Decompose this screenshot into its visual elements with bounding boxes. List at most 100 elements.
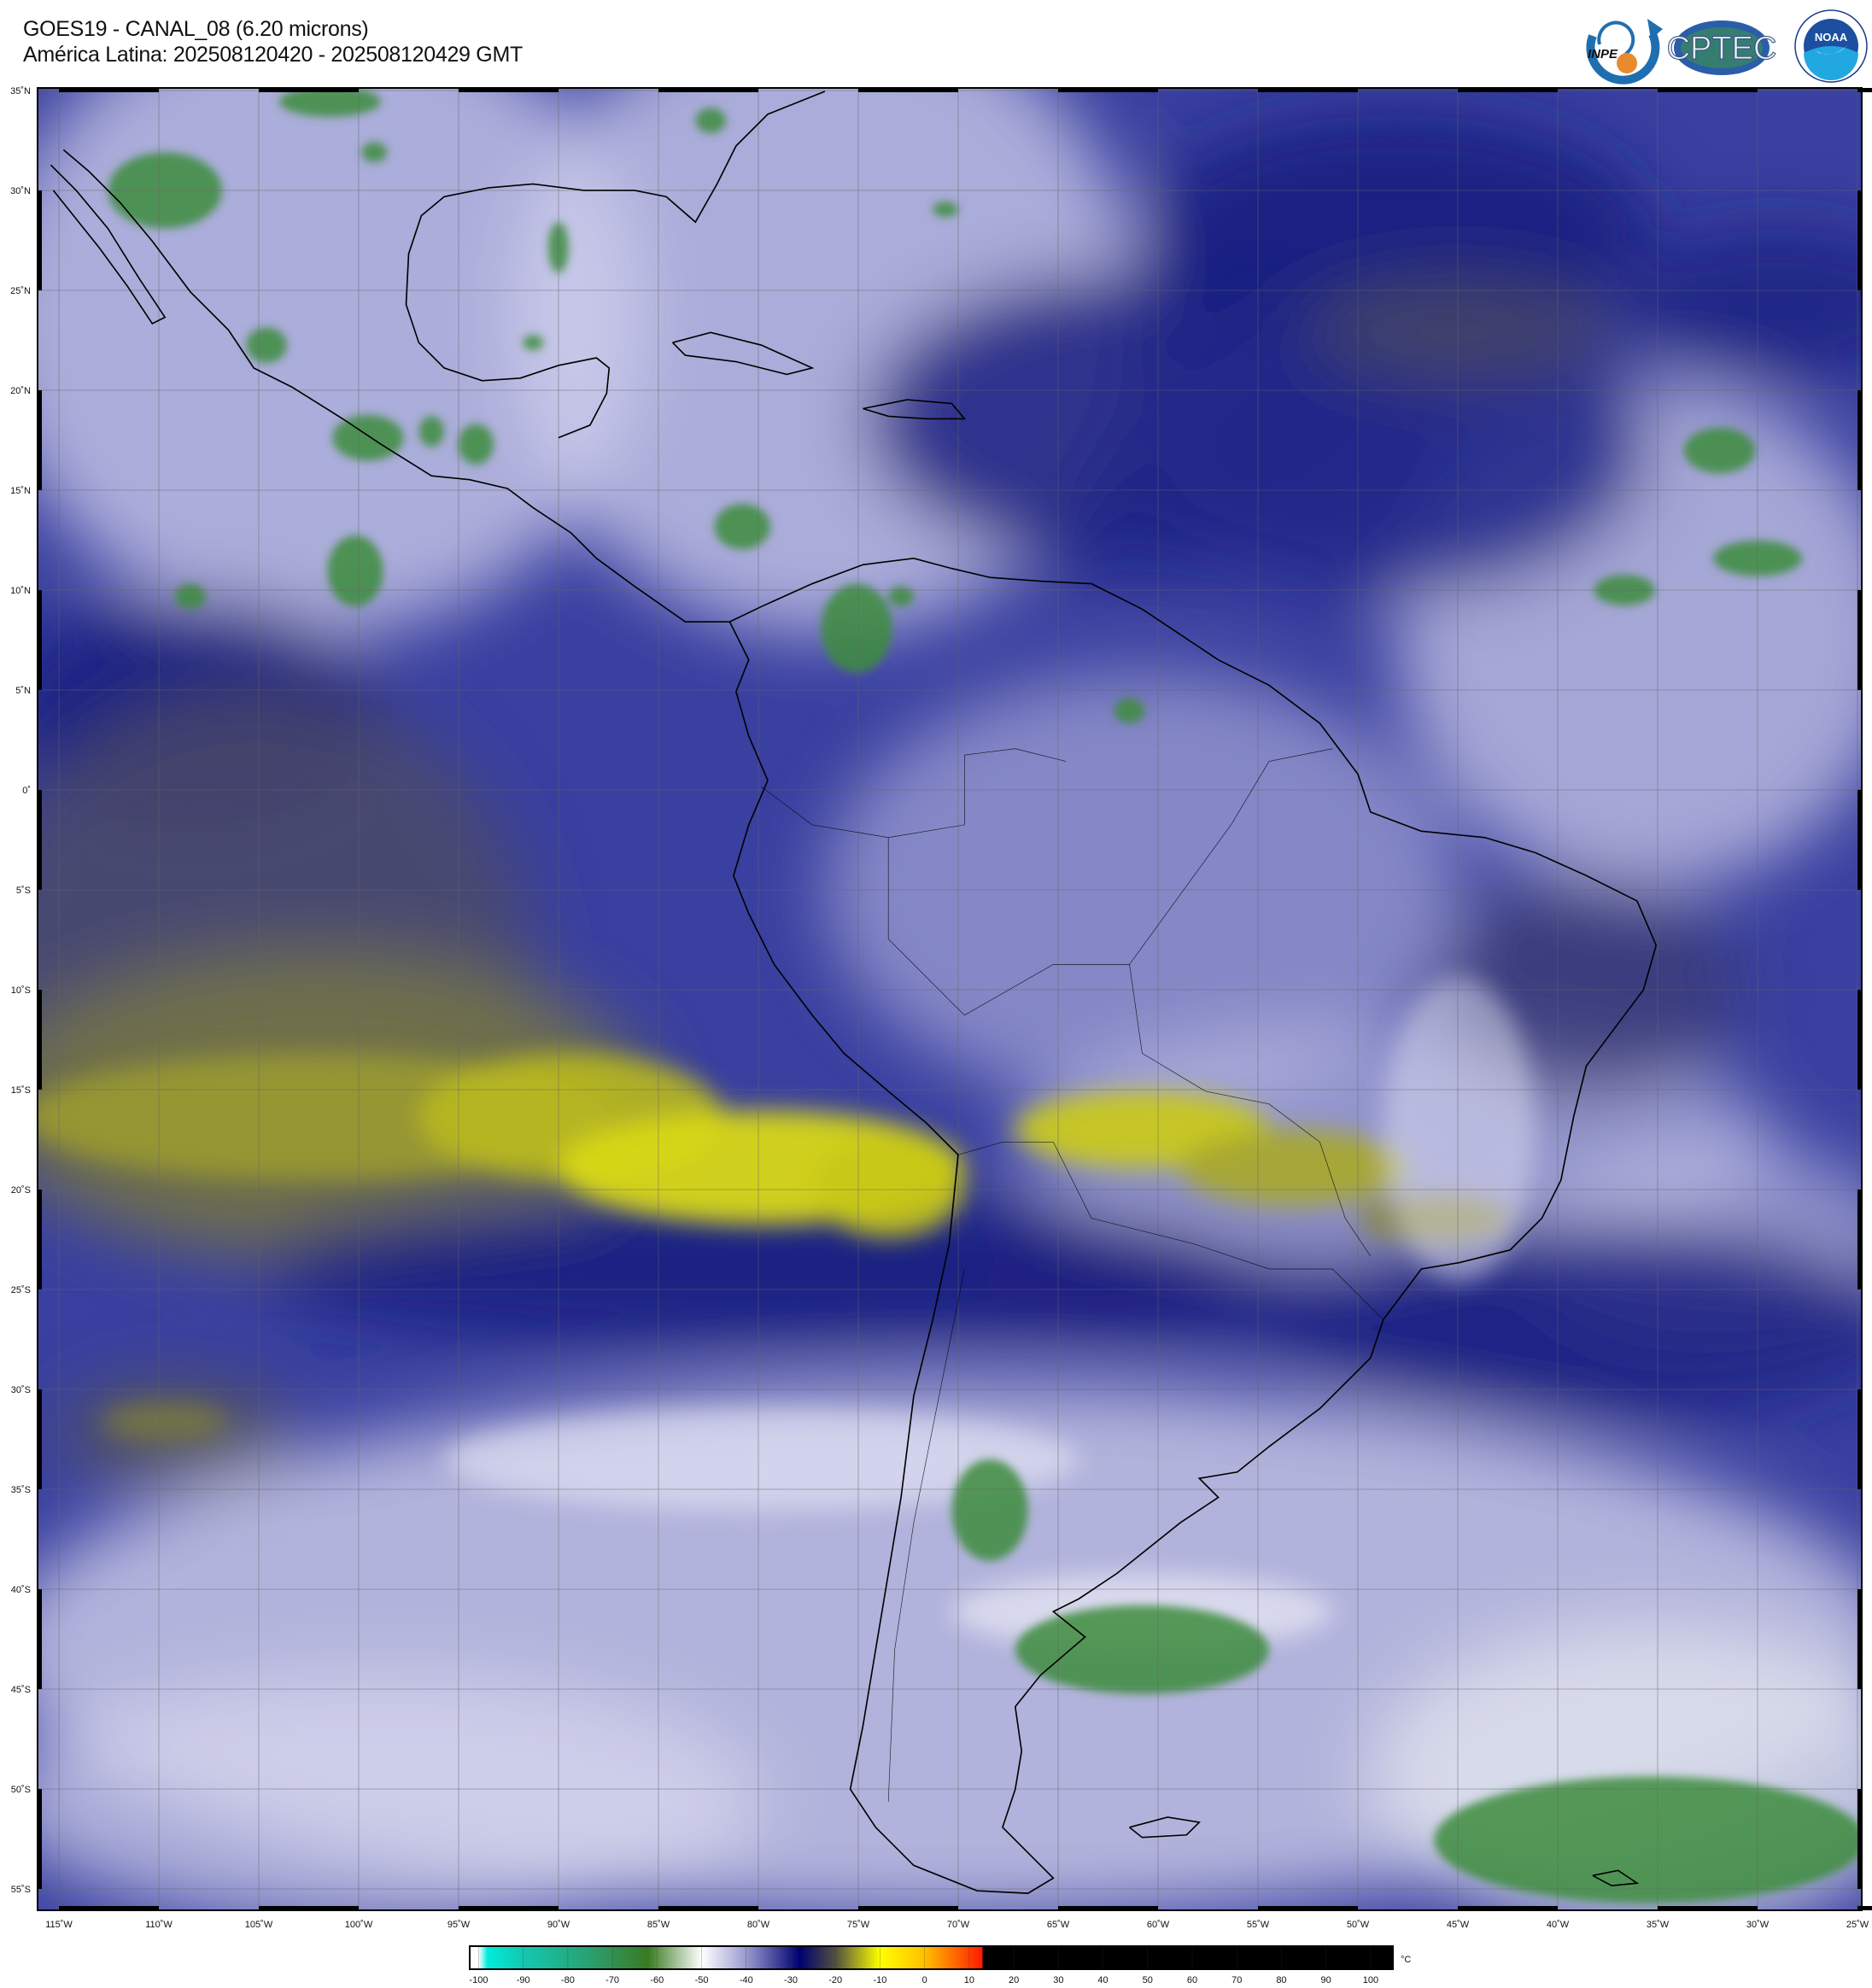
cold-cloud-top bbox=[458, 424, 494, 465]
colorbar-tick-label: 70 bbox=[1231, 1975, 1242, 1985]
cloud-region bbox=[824, 672, 1460, 1104]
latitude-label: 15˚S bbox=[11, 1085, 31, 1096]
dry-air-region bbox=[812, 1135, 965, 1237]
colorbar-tick-label: 90 bbox=[1321, 1975, 1331, 1985]
country-borders bbox=[761, 748, 1384, 1803]
noaa-logo: NOAA bbox=[1794, 9, 1868, 83]
inpe-swoosh-icon bbox=[1586, 32, 1660, 85]
cold-cloud-top bbox=[951, 1459, 1028, 1561]
cloud-region bbox=[951, 1243, 1333, 1346]
colorbar-tick-label: 100 bbox=[1363, 1975, 1378, 1985]
latitude-label: 35˚S bbox=[11, 1485, 31, 1495]
colorbar-tick-label: -40 bbox=[740, 1975, 753, 1985]
map-frame bbox=[37, 87, 1872, 1911]
cold-cloud-top bbox=[361, 142, 388, 163]
longitude-label: 50˚W bbox=[1347, 1920, 1370, 1930]
dry-air-region bbox=[1179, 1129, 1409, 1206]
cptec-logo: CPTEC bbox=[1666, 20, 1777, 75]
cptec-logo-text: CPTEC bbox=[1667, 31, 1777, 67]
cold-cloud-top bbox=[888, 586, 914, 607]
latitude-label: 10˚N bbox=[10, 586, 31, 596]
colorbar-tick-label: 40 bbox=[1097, 1975, 1108, 1985]
cold-cloud-top bbox=[1683, 427, 1756, 474]
cold-cloud-top bbox=[523, 335, 544, 351]
dry-air-region bbox=[101, 1402, 229, 1441]
colorbar-unit: °C bbox=[1401, 1955, 1411, 1965]
longitude-label: 80˚W bbox=[747, 1920, 770, 1930]
longitude-label: 35˚W bbox=[1647, 1920, 1670, 1930]
longitude-label: 30˚W bbox=[1746, 1920, 1770, 1930]
longitude-label: 110˚W bbox=[145, 1920, 173, 1930]
cold-cloud-top bbox=[695, 108, 726, 134]
longitude-label: 45˚W bbox=[1447, 1920, 1470, 1930]
longitude-label: 115˚W bbox=[45, 1920, 73, 1930]
cold-cloud-top bbox=[933, 202, 958, 218]
cold-cloud-top bbox=[418, 416, 445, 447]
longitude-label: 70˚W bbox=[947, 1920, 970, 1930]
longitude-label: 25˚W bbox=[1846, 1920, 1869, 1930]
cold-cloud-top bbox=[175, 583, 206, 610]
latitude-label: 15˚N bbox=[10, 486, 31, 496]
latitude-label: 25˚S bbox=[11, 1285, 31, 1295]
map-subtitle: América Latina: 202508120420 - 202508120… bbox=[23, 43, 523, 67]
latitude-label: 20˚N bbox=[10, 386, 31, 396]
latitude-label: 0˚ bbox=[22, 786, 31, 796]
colorbar-tick-label: 50 bbox=[1143, 1975, 1153, 1985]
colorbar-tick-label: 30 bbox=[1053, 1975, 1063, 1985]
colorbar-tick-label: 60 bbox=[1187, 1975, 1197, 1985]
colorbar-bar bbox=[469, 1945, 1394, 1970]
latitude-label: 30˚S bbox=[11, 1385, 31, 1395]
cold-cloud-top bbox=[246, 327, 287, 363]
cloud-region bbox=[1624, 228, 1862, 381]
cold-cloud-top bbox=[278, 88, 381, 117]
cloud-region bbox=[1269, 1218, 1862, 1422]
colorbar-tick-label: -80 bbox=[561, 1975, 575, 1985]
longitude-label: 60˚W bbox=[1147, 1920, 1170, 1930]
colorbar-tick-label: -20 bbox=[828, 1975, 842, 1985]
latitude-label: 5˚S bbox=[16, 886, 31, 896]
water-vapor-image bbox=[38, 88, 1862, 1910]
longitude-label: 65˚W bbox=[1047, 1920, 1070, 1930]
longitude-label: 40˚W bbox=[1547, 1920, 1570, 1930]
latitude-label: 35˚N bbox=[10, 86, 31, 96]
latitude-labels: 35˚N 30˚N 25˚N 20˚N 15˚N 10˚N 5˚N 0˚ 5˚S 10˚S 15˚S… bbox=[10, 86, 31, 1895]
colorbar: -100 -90 -80 -70 -60 -50 -40 -30 -20 -10 0 10 20 30 40… bbox=[469, 1945, 1411, 1985]
cold-cloud-top bbox=[332, 414, 404, 461]
colorbar-tick-label: -10 bbox=[873, 1975, 886, 1985]
latitude-label: 50˚S bbox=[11, 1785, 31, 1795]
coastlines bbox=[50, 91, 1658, 1894]
cold-cloud-top bbox=[714, 503, 771, 550]
latitude-label: 45˚S bbox=[11, 1685, 31, 1695]
longitude-label: 75˚W bbox=[847, 1920, 870, 1930]
longitude-label: 105˚W bbox=[245, 1920, 273, 1930]
colorbar-tick-label: 0 bbox=[922, 1975, 927, 1985]
lat-lon-grid bbox=[38, 88, 1862, 1910]
cloud-region bbox=[38, 1675, 762, 1910]
longitude-label: 90˚W bbox=[547, 1920, 570, 1930]
longitude-label: 85˚W bbox=[647, 1920, 670, 1930]
longitude-label: 95˚W bbox=[448, 1920, 471, 1930]
latitude-label: 40˚S bbox=[11, 1585, 31, 1595]
dry-air-region bbox=[444, 1408, 1079, 1511]
colorbar-tick-label: -100 bbox=[469, 1975, 488, 1985]
latitude-label: 10˚S bbox=[11, 985, 31, 996]
latitude-label: 5˚N bbox=[15, 686, 31, 696]
cold-cloud-top bbox=[1015, 1605, 1269, 1694]
longitude-label: 55˚W bbox=[1247, 1920, 1270, 1930]
cold-cloud-top bbox=[821, 583, 892, 673]
colorbar-tick-label: -30 bbox=[784, 1975, 798, 1985]
colorbar-tick-label: -90 bbox=[517, 1975, 530, 1985]
cold-cloud-top bbox=[1114, 698, 1145, 724]
colorbar-tick-label: 20 bbox=[1009, 1975, 1019, 1985]
inpe-logo: INPE bbox=[1586, 19, 1663, 85]
dry-air-region bbox=[1383, 977, 1536, 1282]
latitude-label: 20˚S bbox=[11, 1185, 31, 1196]
latitude-label: 25˚N bbox=[10, 286, 31, 296]
noaa-logo-text: NOAA bbox=[1815, 31, 1848, 44]
inpe-logo-text: INPE bbox=[1588, 47, 1618, 61]
cloud-region bbox=[1307, 278, 1612, 381]
cold-cloud-top bbox=[327, 535, 383, 607]
longitude-labels: 115˚W 110˚W 105˚W 100˚W 95˚W 90˚W 85˚W 80˚W 75˚W… bbox=[45, 1920, 1869, 1930]
cold-cloud-top bbox=[1434, 1776, 1862, 1903]
